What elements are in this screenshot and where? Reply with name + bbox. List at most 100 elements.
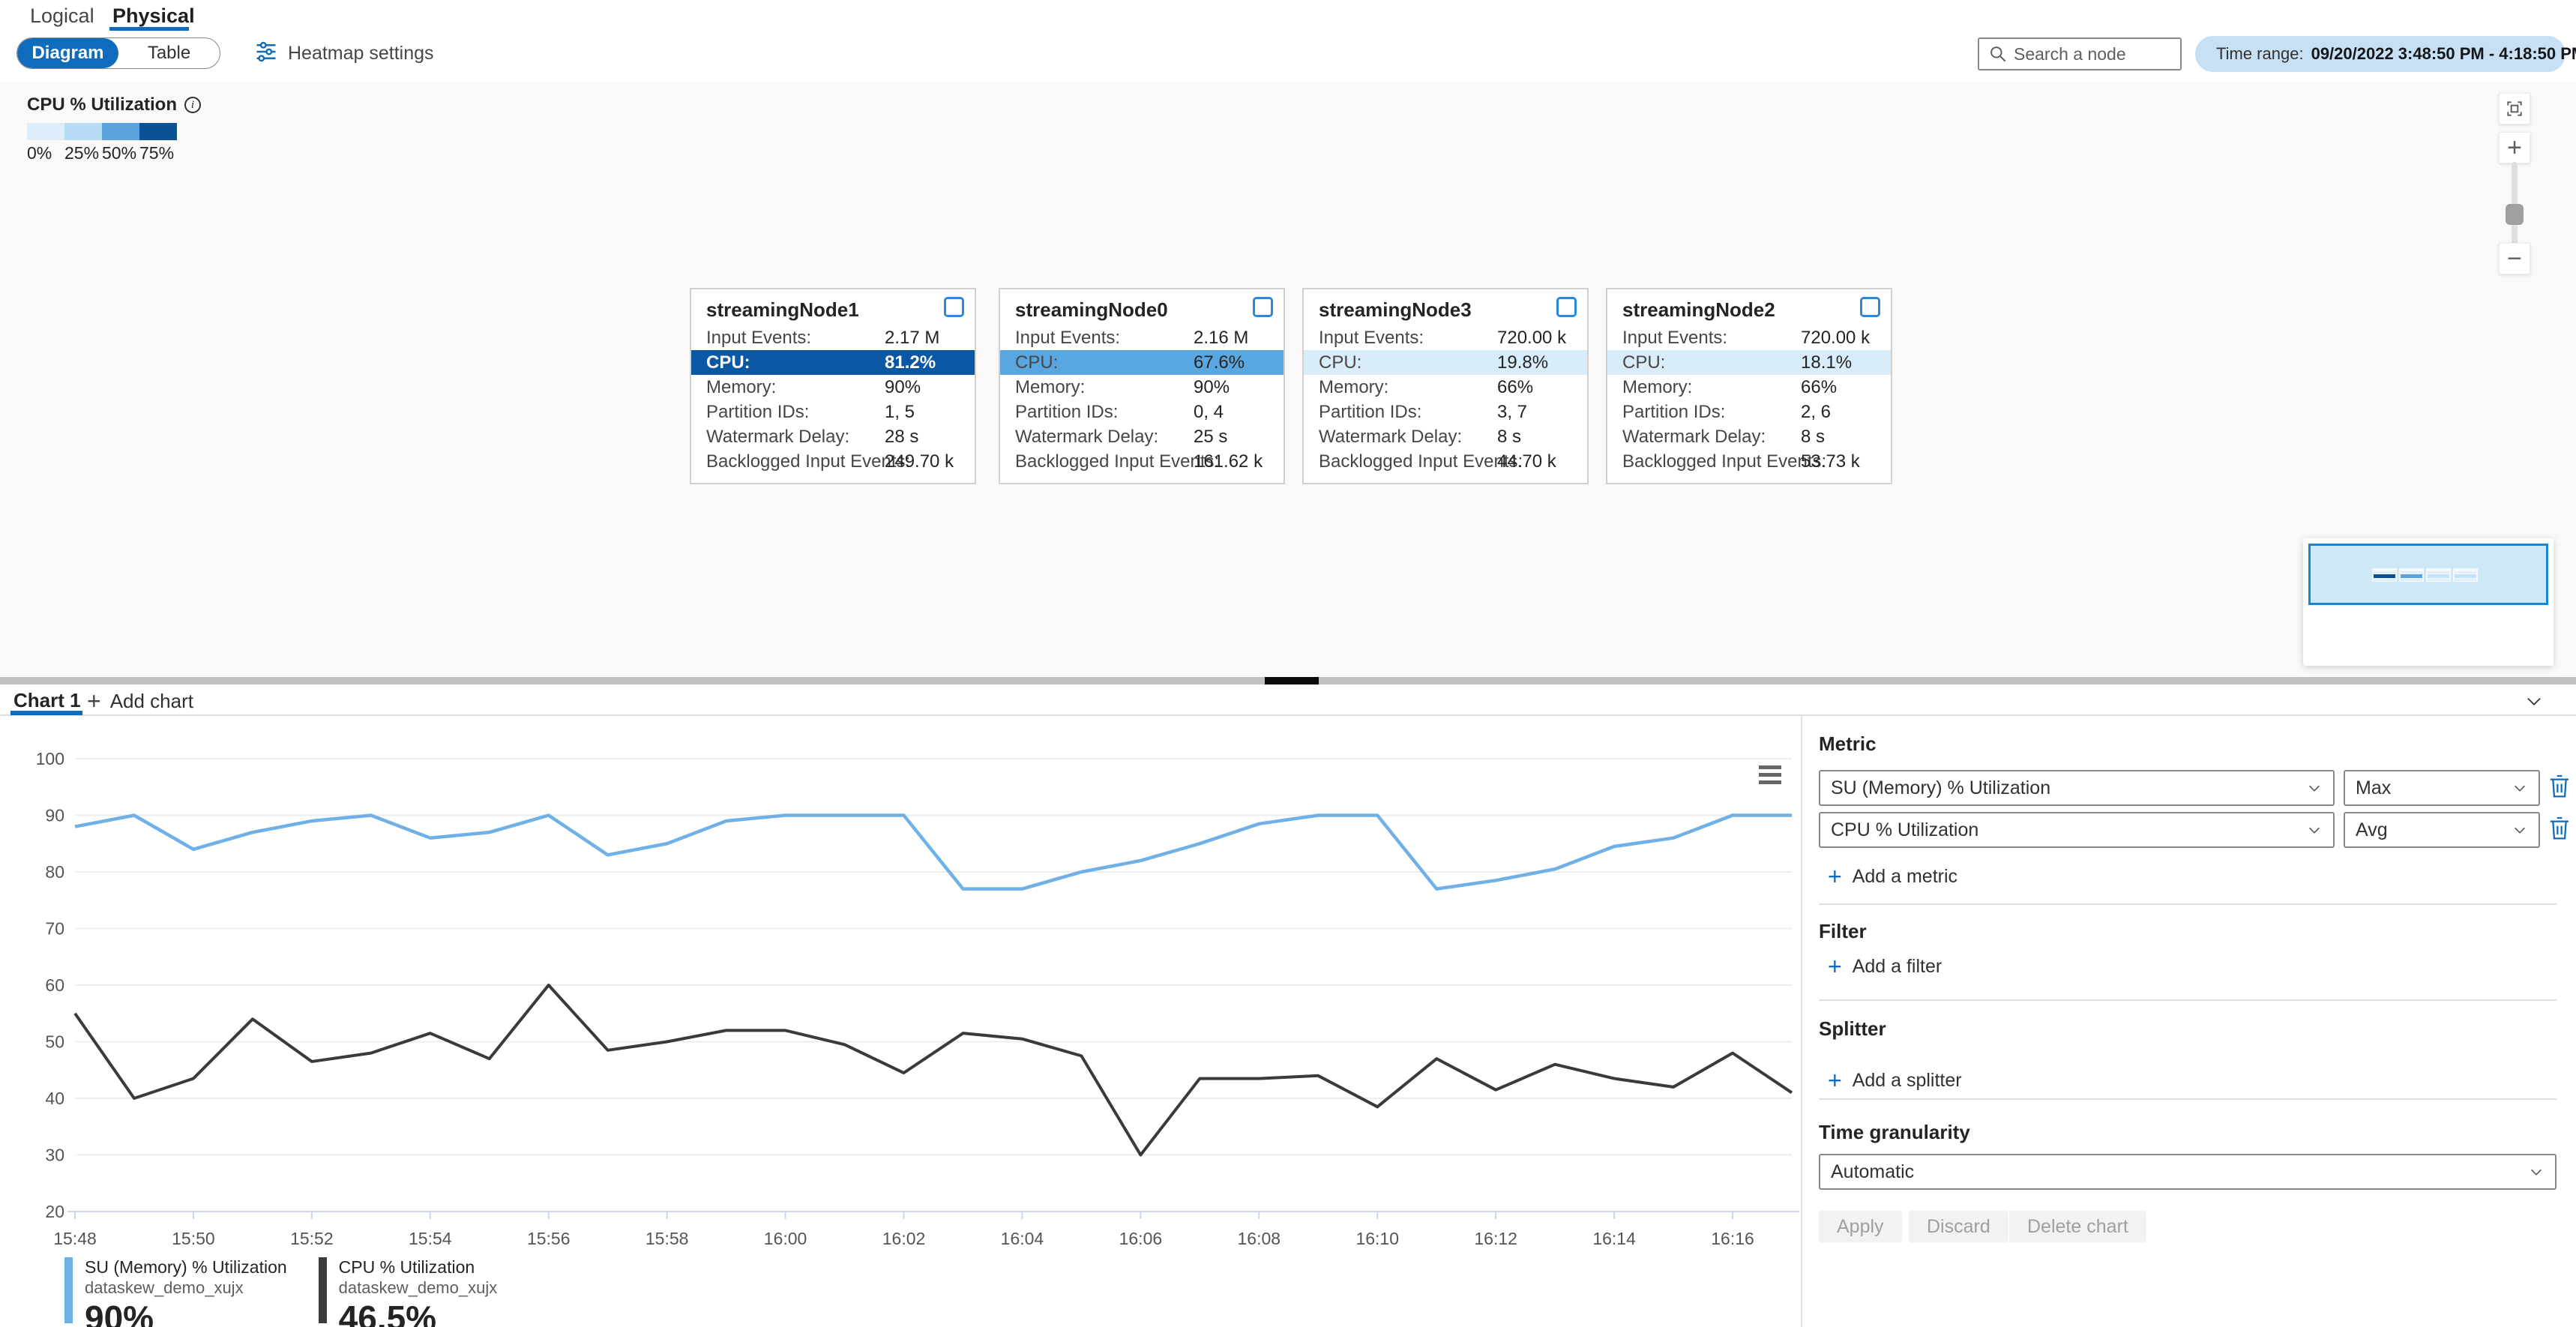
chart-legend: SU (Memory) % Utilization dataskew_demo_… bbox=[0, 1257, 497, 1327]
delete-metric-1-button[interactable] bbox=[2548, 773, 2573, 801]
heatmap-stop-label: 25% bbox=[64, 143, 100, 163]
aggregation-select-1[interactable]: Max bbox=[2344, 770, 2540, 806]
heatmap-settings-button[interactable]: Heatmap settings bbox=[255, 40, 434, 67]
time-range-value: 09/20/2022 3:48:50 PM - 4:18:50 PM bbox=[2311, 44, 2576, 63]
section-divider bbox=[1819, 903, 2557, 905]
metric-select-1[interactable]: SU (Memory) % Utilization bbox=[1819, 770, 2335, 806]
delete-metric-2-button[interactable] bbox=[2548, 815, 2573, 843]
zoom-slider-handle[interactable] bbox=[2506, 204, 2524, 225]
node-metric-row: Memory: 90% bbox=[1015, 377, 1230, 397]
heatmap-stop-label: 50% bbox=[102, 143, 137, 163]
node-card-streamingNode1[interactable]: streamingNode1 Input Events: 2.17 M CPU: 8… bbox=[690, 288, 976, 484]
node-cpu-row: CPU: 19.8% bbox=[1304, 350, 1587, 375]
node-metric-row: Watermark Delay: 25 s bbox=[1015, 427, 1228, 447]
fit-to-screen-button[interactable] bbox=[2499, 93, 2530, 124]
zoom-out-button[interactable]: − bbox=[2499, 243, 2530, 274]
tab-logical[interactable]: Logical bbox=[30, 4, 94, 27]
toggle-table[interactable]: Table bbox=[147, 43, 191, 63]
chart-tab-underline bbox=[10, 711, 82, 715]
heatmap-swatch-0 bbox=[27, 123, 64, 140]
toggle-diagram[interactable]: Diagram bbox=[17, 38, 118, 68]
legend-item-su-memory[interactable]: SU (Memory) % Utilization dataskew_demo_… bbox=[64, 1257, 287, 1327]
node-card-streamingNode3[interactable]: streamingNode3 Input Events: 720.00 k CPU… bbox=[1302, 288, 1589, 484]
aggregation-select-2[interactable]: Avg bbox=[2344, 812, 2540, 848]
heatmap-swatch-25 bbox=[64, 123, 102, 140]
minimap-viewport[interactable] bbox=[2308, 544, 2548, 605]
svg-text:16:12: 16:12 bbox=[1474, 1229, 1517, 1248]
svg-text:100: 100 bbox=[36, 749, 64, 768]
add-filter-button[interactable]: + Add a filter bbox=[1828, 953, 1942, 980]
svg-text:15:52: 15:52 bbox=[290, 1229, 334, 1248]
add-chart-button[interactable]: + Add chart bbox=[87, 687, 193, 714]
chevron-down-icon bbox=[2514, 785, 2526, 792]
node-metric-row: Memory: 66% bbox=[1319, 377, 1534, 397]
physical-diagram-canvas[interactable]: CPU % Utilization i 0% 25% 50% 75% strea… bbox=[0, 82, 2576, 677]
sliders-icon bbox=[255, 40, 277, 67]
chevron-down-icon bbox=[2514, 827, 2526, 834]
utilization-line-chart[interactable]: 20 30 40 50 60 70 80 90 100 15:48 15:50 15:52 15:54 1… bbox=[0, 716, 1801, 1256]
svg-text:16:04: 16:04 bbox=[1001, 1229, 1044, 1248]
node-checkbox[interactable] bbox=[1253, 297, 1273, 317]
svg-text:15:48: 15:48 bbox=[53, 1229, 97, 1248]
node-title: streamingNode1 bbox=[691, 289, 975, 325]
node-cpu-row: CPU: 67.6% bbox=[1000, 350, 1284, 375]
diagram-minimap[interactable] bbox=[2303, 538, 2554, 666]
splitter-drag-handle[interactable] bbox=[1265, 677, 1319, 684]
add-metric-button[interactable]: + Add a metric bbox=[1828, 863, 1958, 890]
series-su-memory[interactable] bbox=[74, 813, 1792, 891]
node-checkbox[interactable] bbox=[1860, 297, 1880, 317]
add-splitter-button[interactable]: + Add a splitter bbox=[1828, 1067, 1962, 1094]
node-metric-row: Backlogged Input Events: 249.70 k bbox=[706, 451, 954, 472]
filter-heading: Filter bbox=[1819, 920, 1867, 942]
diagram-toolbar: Diagram Table Heatmap settings Tim bbox=[0, 31, 2576, 82]
time-range-label: Time range: bbox=[2216, 44, 2304, 63]
series-cpu[interactable] bbox=[73, 984, 1793, 1157]
node-search bbox=[1978, 37, 2182, 70]
search-node-input[interactable] bbox=[2014, 43, 2171, 64]
node-metric-row: Partition IDs: 2, 6 bbox=[1622, 402, 1832, 422]
heatmap-legend-title: CPU % Utilization bbox=[27, 94, 178, 115]
svg-text:16:06: 16:06 bbox=[1119, 1229, 1163, 1248]
metric-select-2[interactable]: CPU % Utilization bbox=[1819, 812, 2335, 848]
node-metric-row: Partition IDs: 1, 5 bbox=[706, 402, 915, 422]
apply-button[interactable]: Apply bbox=[1819, 1211, 1902, 1242]
node-metric-row: Memory: 90% bbox=[706, 377, 921, 397]
node-card-streamingNode0[interactable]: streamingNode0 Input Events: 2.16 M CPU: 6… bbox=[999, 288, 1285, 484]
svg-text:16:00: 16:00 bbox=[764, 1229, 807, 1248]
node-checkbox[interactable] bbox=[1556, 297, 1577, 317]
svg-text:15:50: 15:50 bbox=[172, 1229, 215, 1248]
plus-icon: + bbox=[1828, 863, 1842, 890]
node-card-streamingNode2[interactable]: streamingNode2 Input Events: 720.00 k CPU… bbox=[1606, 288, 1892, 484]
chevron-down-icon bbox=[2308, 785, 2320, 792]
tab-physical[interactable]: Physical bbox=[112, 4, 195, 27]
node-title: streamingNode0 bbox=[1000, 289, 1284, 325]
minimap-nodes bbox=[2372, 568, 2478, 582]
time-granularity-select[interactable]: Automatic bbox=[1819, 1154, 2557, 1190]
node-checkbox[interactable] bbox=[944, 297, 964, 317]
horizontal-splitter[interactable] bbox=[0, 677, 2576, 684]
heatmap-stop-label: 75% bbox=[139, 143, 175, 163]
plus-icon: + bbox=[1828, 1067, 1842, 1094]
node-metric-row: Backlogged Input Events: 53.73 k bbox=[1622, 451, 1860, 472]
legend-item-cpu[interactable]: CPU % Utilization dataskew_demo_xujx 46.… bbox=[318, 1257, 497, 1327]
delete-chart-button[interactable]: Delete chart bbox=[2009, 1211, 2146, 1242]
node-title: streamingNode2 bbox=[1607, 289, 1891, 325]
collapse-chart-chevron-icon[interactable] bbox=[2524, 690, 2545, 715]
node-metric-row: Watermark Delay: 8 s bbox=[1622, 427, 1826, 447]
info-icon[interactable]: i bbox=[184, 97, 202, 113]
node-title: streamingNode3 bbox=[1304, 289, 1587, 325]
svg-text:80: 80 bbox=[45, 862, 64, 882]
svg-text:90: 90 bbox=[45, 806, 64, 825]
plus-icon: + bbox=[87, 687, 101, 714]
svg-text:15:58: 15:58 bbox=[645, 1229, 689, 1248]
time-range-button[interactable]: Time range: 09/20/2022 3:48:50 PM - 4:18… bbox=[2195, 36, 2576, 72]
discard-button[interactable]: Discard bbox=[1909, 1211, 2008, 1242]
node-metric-row: Input Events: 2.17 M bbox=[706, 328, 940, 348]
tab-chart-1[interactable]: Chart 1 bbox=[13, 689, 81, 711]
chart-context-menu-icon[interactable] bbox=[1759, 765, 1781, 784]
svg-text:30: 30 bbox=[45, 1146, 64, 1165]
svg-text:16:08: 16:08 bbox=[1238, 1229, 1281, 1248]
legend-series-name: SU (Memory) % Utilization bbox=[85, 1257, 287, 1277]
node-metric-row: Memory: 66% bbox=[1622, 377, 1838, 397]
zoom-in-button[interactable]: + bbox=[2499, 132, 2530, 163]
